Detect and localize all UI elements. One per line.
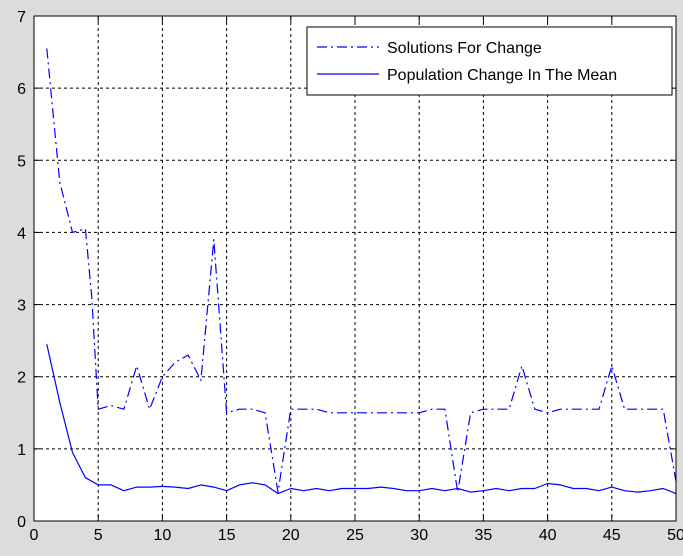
y-tick-label: 3 <box>17 298 26 315</box>
series-line-2 <box>46 344 677 495</box>
y-tick-label: 5 <box>17 153 26 170</box>
y-tick-label: 1 <box>17 442 26 459</box>
series-group <box>46 48 677 495</box>
y-tick-label: 2 <box>17 370 26 387</box>
y-tick-label: 6 <box>17 81 26 98</box>
x-tick-label: 10 <box>154 527 172 544</box>
series-line-1 <box>46 48 677 493</box>
legend-label-2: Population Change In The Mean <box>387 67 617 84</box>
grid <box>34 16 676 521</box>
x-tick-label: 30 <box>410 527 428 544</box>
x-tick-label: 40 <box>539 527 557 544</box>
y-tick-label: 0 <box>17 514 26 531</box>
x-tick-label: 5 <box>94 527 103 544</box>
x-tick-label: 45 <box>603 527 621 544</box>
y-tick-label: 7 <box>17 9 26 26</box>
x-tick-label: 15 <box>218 527 236 544</box>
x-tick-label: 20 <box>282 527 300 544</box>
legend: Solutions For Change Population Change In… <box>306 26 673 96</box>
y-tick-label: 4 <box>17 225 26 242</box>
legend-box <box>306 26 673 96</box>
legend-label-1: Solutions For Change <box>387 40 542 57</box>
x-tick-label: 25 <box>346 527 364 544</box>
x-tick-label: 0 <box>30 527 39 544</box>
x-tick-label: 35 <box>475 527 493 544</box>
x-tick-label: 50 <box>667 527 683 544</box>
